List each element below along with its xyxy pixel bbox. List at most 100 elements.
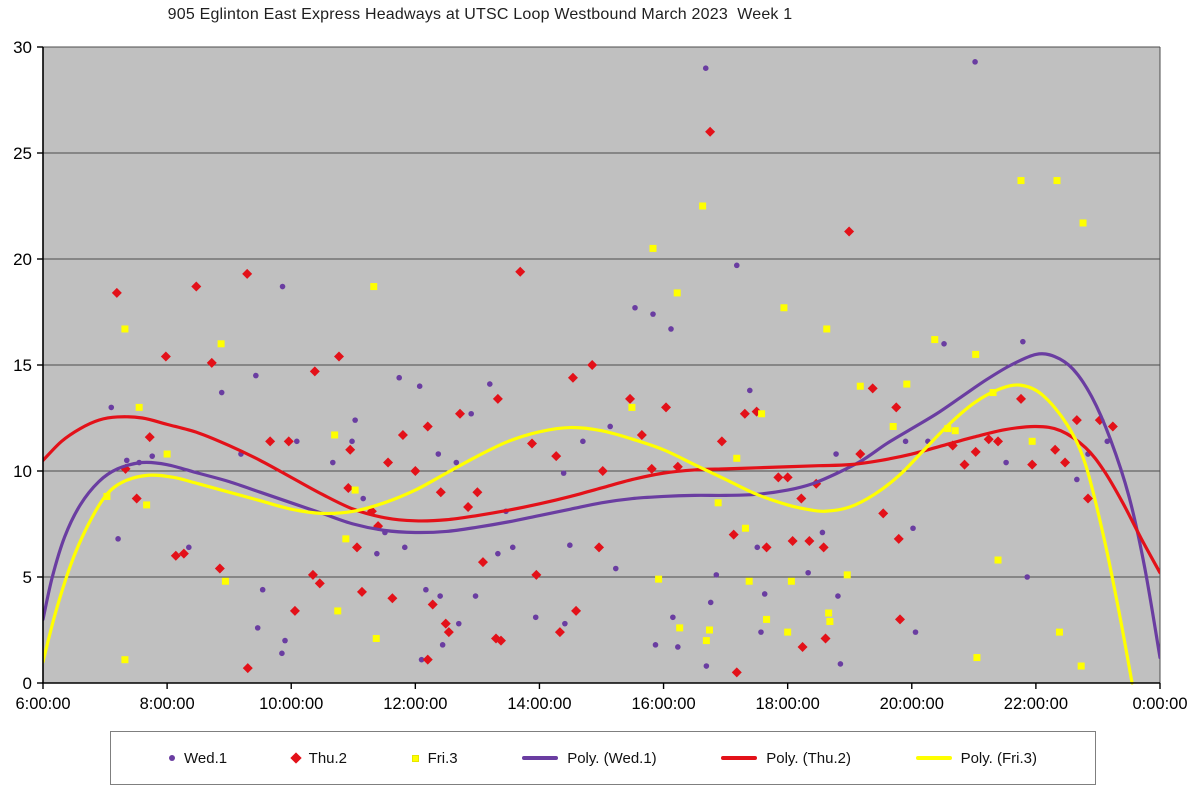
data-point-thu2 (878, 508, 889, 519)
data-point-fri3 (676, 624, 684, 632)
chart-title: 905 Eglinton East Express Headways at UT… (167, 6, 793, 23)
data-point-wed1 (670, 614, 676, 621)
data-point-thu2 (314, 578, 325, 589)
data-point-thu2 (440, 618, 451, 629)
legend-label-fri3: Fri.3 (427, 749, 458, 767)
data-point-thu2 (435, 487, 446, 498)
data-point-fri3 (787, 577, 795, 585)
y-tick-label: 15 (13, 356, 32, 375)
data-point-thu2 (587, 360, 598, 370)
data-point-fri3 (733, 454, 741, 462)
x-tick-label: 16:00:00 (631, 695, 695, 713)
data-point-fri3 (951, 427, 959, 435)
data-point-thu2 (242, 268, 253, 279)
data-point-thu2 (970, 446, 981, 457)
data-point-thu2 (356, 586, 367, 597)
y-tick-label: 30 (13, 38, 32, 57)
data-point-thu2 (526, 438, 537, 449)
data-point-thu2 (782, 472, 793, 483)
data-point-thu2 (289, 605, 300, 616)
data-point-wed1 (360, 495, 367, 502)
data-point-thu2 (191, 281, 202, 292)
data-point-wed1 (1003, 459, 1009, 466)
data-point-wed1 (472, 593, 479, 599)
data-point-fri3 (843, 571, 851, 579)
x-tick-label: 6:00:00 (15, 695, 70, 713)
data-point-thu2 (477, 557, 488, 568)
data-point-thu2 (773, 472, 784, 483)
data-point-wed1 (754, 544, 761, 551)
data-point-thu2 (131, 493, 142, 504)
data-point-thu2 (515, 266, 526, 277)
x-tick-label: 0:00:00 (1132, 695, 1187, 713)
data-point-wed1 (607, 423, 613, 430)
data-point-thu2 (1050, 444, 1061, 455)
data-point-thu2 (818, 542, 829, 553)
data-point-thu2 (422, 654, 433, 665)
legend-label-poly-fri3: Poly. (Fri.3) (960, 749, 1037, 767)
data-point-wed1 (972, 59, 978, 65)
data-point-thu2 (495, 635, 506, 646)
data-point-fri3 (741, 524, 749, 532)
legend-label-poly-thu2: Poly. (Thu.2) (766, 749, 851, 767)
data-point-thu2 (1083, 493, 1094, 504)
legend-item-poly-fri3: Poly. (Fri.3) (915, 749, 1037, 767)
data-point-thu2 (797, 641, 808, 652)
data-point-thu2 (309, 366, 320, 377)
data-point-fri3 (1017, 177, 1025, 185)
data-point-wed1 (632, 304, 638, 311)
data-point-thu2 (796, 493, 807, 504)
data-point-fri3 (334, 607, 342, 615)
data-point-fri3 (856, 382, 864, 390)
data-point-fri3 (673, 289, 681, 297)
data-point-wed1 (186, 544, 192, 551)
legend-label-poly-wed1: Poly. (Wed.1) (567, 749, 657, 767)
data-point-thu2 (387, 593, 398, 604)
data-point-wed1 (560, 470, 567, 476)
data-point-thu2 (983, 434, 994, 445)
data-point-thu2 (646, 463, 657, 474)
data-point-thu2 (672, 461, 683, 472)
data-point-wed1 (902, 438, 909, 445)
data-point-thu2 (804, 535, 815, 546)
data-point-wed1 (910, 525, 916, 532)
data-point-wed1 (733, 262, 740, 269)
data-point-thu2 (170, 550, 181, 561)
data-point-fri3 (370, 283, 378, 291)
data-point-wed1 (1104, 438, 1111, 445)
data-point-thu2 (567, 372, 578, 383)
x-tick-label: 20:00:00 (880, 695, 944, 713)
data-point-fri3 (931, 336, 939, 344)
data-point-thu2 (455, 408, 466, 419)
data-point-thu2 (345, 444, 356, 455)
data-point-thu2 (571, 605, 582, 616)
data-point-thu2 (855, 449, 866, 460)
data-point-thu2 (343, 482, 354, 493)
data-point-thu2 (242, 663, 253, 674)
trendline-poly-fri-3- (43, 383, 1134, 685)
data-point-wed1 (123, 457, 130, 464)
data-point-wed1 (509, 544, 516, 551)
data-point-fri3 (823, 325, 831, 333)
legend-item-thu2: Thu.2 (290, 750, 347, 767)
data-point-fri3 (702, 637, 710, 645)
data-point-fri3 (135, 403, 143, 411)
data-point-thu2 (625, 393, 636, 404)
x-tick-label: 18:00:00 (756, 695, 820, 713)
data-point-wed1 (707, 599, 714, 606)
data-point-thu2 (160, 351, 171, 362)
data-point-thu2 (422, 421, 433, 432)
data-point-wed1 (487, 381, 493, 387)
data-point-thu2 (844, 226, 855, 237)
data-point-wed1 (439, 642, 446, 648)
data-point-wed1 (435, 451, 442, 457)
trendline-poly-thu-2- (43, 415, 1160, 575)
data-point-thu2 (636, 429, 647, 440)
data-point-fri3 (649, 244, 657, 252)
data-point-fri3 (372, 634, 380, 642)
data-point-thu2 (397, 429, 408, 440)
data-point-thu2 (265, 436, 276, 447)
data-point-thu2 (1107, 421, 1118, 432)
data-point-thu2 (178, 548, 189, 559)
fri3-square-marker-icon (411, 754, 419, 762)
